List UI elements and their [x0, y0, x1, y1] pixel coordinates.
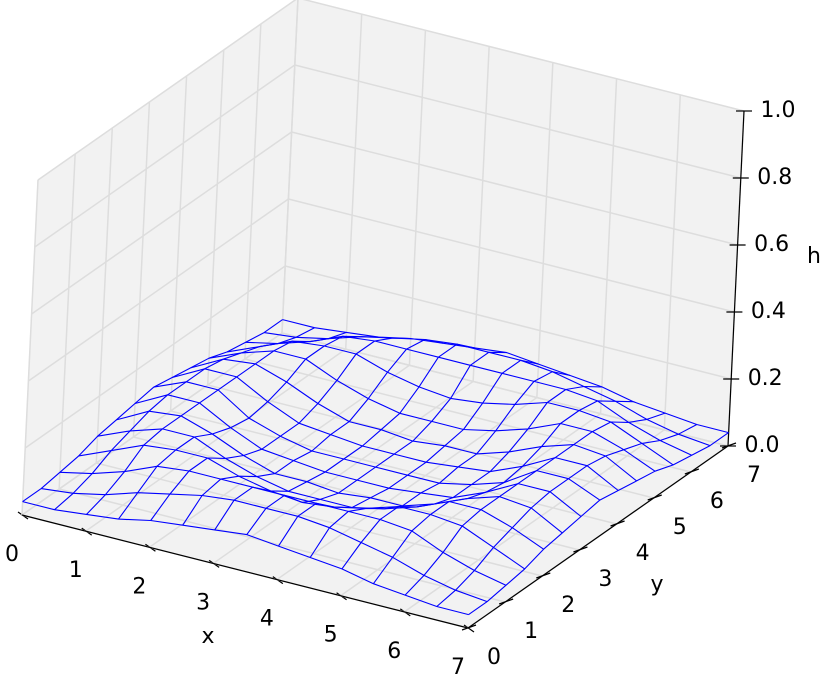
grid-line	[244, 23, 262, 360]
z-tick-label: 0.4	[751, 299, 786, 324]
grid-line	[344, 14, 363, 350]
wire-column	[182, 338, 443, 526]
wire-column	[118, 335, 379, 520]
z-tick-label: 0.8	[757, 165, 792, 190]
y-tick-label: 2	[561, 593, 575, 618]
wire-column	[309, 371, 571, 558]
grid-line	[96, 462, 543, 577]
y-axis	[467, 445, 729, 629]
z-tick-label: 0.6	[754, 232, 789, 257]
grid-line	[148, 364, 410, 548]
wire-column	[150, 337, 411, 521]
wire-column	[436, 424, 698, 607]
grid-line	[58, 488, 506, 603]
grid-line	[291, 131, 738, 246]
grid-line	[85, 348, 347, 532]
x-tick-label: 4	[260, 607, 274, 632]
grid-line	[285, 265, 732, 380]
grid-line	[281, 332, 729, 447]
y-tick-label: 1	[524, 619, 538, 644]
y-tick-label: 4	[636, 541, 650, 566]
grid-line	[31, 131, 293, 315]
z-tick-label: 0.0	[745, 433, 780, 458]
x-tick-label: 0	[5, 542, 19, 567]
wire-column	[22, 319, 283, 503]
grid-line	[408, 30, 427, 366]
grid-line	[34, 64, 296, 248]
grid-line	[403, 429, 665, 613]
z-tick-label: 0.2	[748, 366, 783, 391]
x-tick-label: 6	[387, 639, 401, 664]
y-tick-label: 6	[710, 489, 724, 514]
grid-line	[294, 64, 741, 179]
x-tick-label: 3	[196, 590, 210, 615]
grid-line	[37, 0, 297, 181]
x-tick-label: 5	[324, 623, 338, 648]
grid-line	[244, 358, 692, 473]
grid-line	[95, 127, 114, 464]
grid-line	[536, 62, 554, 398]
grid-line	[302, 0, 745, 112]
wire-column	[468, 432, 729, 616]
x-tick-label: 2	[132, 574, 146, 599]
x-tick-label: 7	[451, 655, 465, 677]
x-tick-mark	[463, 624, 475, 633]
y-axis-label: y	[650, 572, 663, 597]
grid-line	[281, 0, 299, 334]
grid-line	[340, 413, 602, 597]
grid-line	[133, 436, 580, 551]
grid-line	[169, 75, 188, 412]
grid-line	[276, 396, 538, 581]
wire-column	[214, 343, 475, 531]
grid-line	[170, 410, 617, 525]
grid-line	[21, 332, 283, 516]
grid-line	[206, 49, 225, 386]
wire-column	[54, 327, 315, 511]
grid-line	[212, 380, 474, 565]
grid-line	[132, 101, 151, 438]
grid-line	[27, 198, 289, 382]
x-axis-label: x	[201, 624, 214, 649]
wire-column	[341, 385, 602, 570]
wire-column	[246, 351, 507, 535]
grid-line	[24, 265, 286, 449]
z-axis	[727, 110, 745, 447]
grid-line	[472, 46, 490, 382]
grid-line	[288, 198, 735, 313]
x-axis	[21, 514, 469, 629]
y-tick-label: 0	[487, 645, 501, 670]
x-tick-label: 1	[69, 558, 83, 583]
wire-column	[404, 412, 666, 596]
grid-line	[21, 179, 39, 516]
grid-line	[207, 384, 654, 499]
y-tick-label: 5	[673, 515, 687, 540]
z-axis-label: h	[807, 244, 821, 269]
wire-column	[372, 400, 634, 585]
grid-line	[663, 94, 682, 430]
y-tick-label: 3	[598, 567, 612, 592]
grid-line	[58, 153, 76, 490]
grid-line	[599, 78, 618, 414]
wire-column	[86, 331, 347, 515]
z-tick-label: 1.0	[761, 98, 796, 123]
wire-column	[278, 359, 539, 547]
y-tick-label: 7	[747, 463, 761, 488]
